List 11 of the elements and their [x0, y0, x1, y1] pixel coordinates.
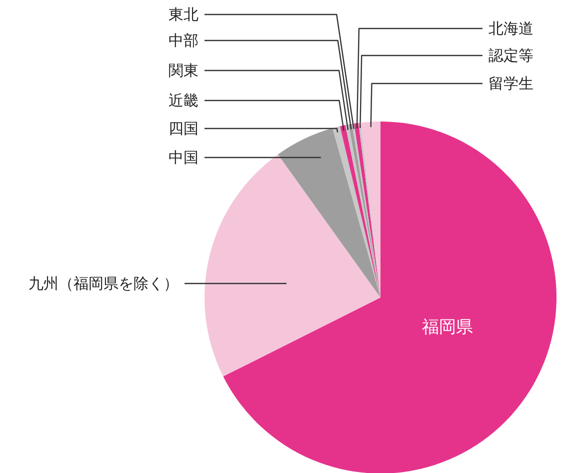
slice-label: 四国	[168, 120, 198, 138]
slice-label: 九州（福岡県を除く）	[28, 274, 178, 292]
slice-label: 福岡県	[422, 318, 473, 338]
slice-label: 中部	[168, 32, 198, 50]
slice-label: 認定等	[488, 46, 534, 64]
slice-label: 留学生	[488, 74, 534, 92]
slice-label: 関東	[168, 62, 198, 80]
slice-label: 中国	[168, 148, 198, 166]
slice-label: 北海道	[488, 20, 534, 38]
slice-label: 近畿	[168, 92, 198, 110]
slice-label: 東北	[168, 6, 198, 24]
